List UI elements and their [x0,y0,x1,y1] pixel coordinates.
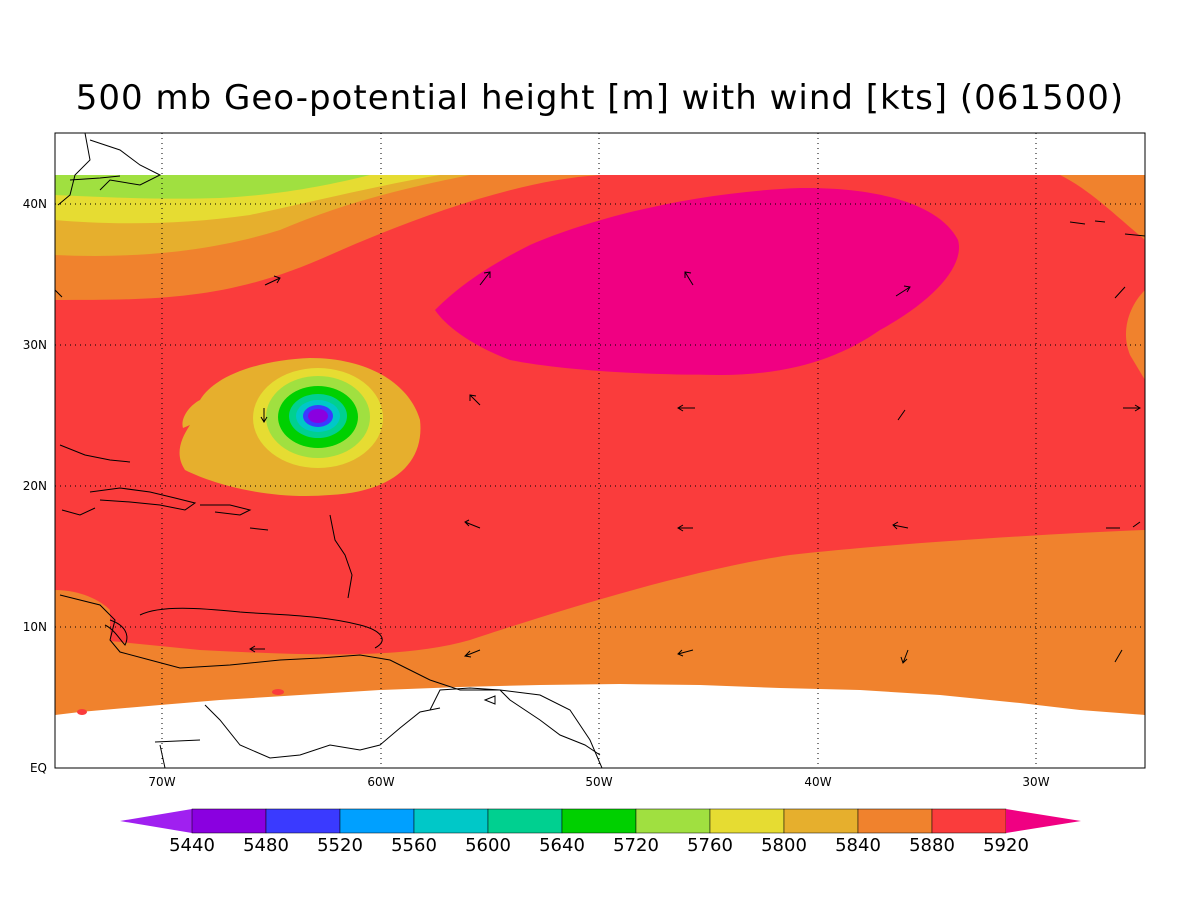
colorbar-label: 5920 [983,835,1029,856]
lon-tick-label: 50W [585,775,612,789]
band-5760-north [55,175,370,199]
colorbar: 5440 5480 5520 5560 5600 5640 5720 5760 5800 5840… [120,808,1081,856]
colorbar-swatch [265,808,341,834]
colorbar-label: 5560 [391,835,437,856]
lat-tick-label: 30N [23,338,47,352]
lon-tick-label: 40W [804,775,831,789]
colorbar-swatch [339,808,415,834]
colorbar-label: 5880 [909,835,955,856]
colorbar-upper-arrow [1006,809,1081,833]
coastlines [57,133,1145,768]
colorbar-swatch [413,808,489,834]
nodata-north [55,133,1145,175]
lat-tick-label: 20N [23,479,47,493]
colorbar-lower-arrow [120,809,192,833]
map-plot-area [55,133,1145,768]
colorbar-label: 5840 [835,835,881,856]
band-5880-sw [55,590,110,650]
lon-tick-label: 30W [1022,775,1049,789]
ring-5480 [308,409,328,423]
colorbar-swatch [191,808,267,834]
lat-tick-label: 40N [23,197,47,211]
band-5880-e [1125,290,1145,380]
colorbar-label: 5800 [761,835,807,856]
wind-vectors [55,271,1141,664]
colorbar-swatch [783,808,859,834]
colorbar-label: 5480 [243,835,289,856]
nodata-south [55,684,1145,768]
colorbar-label: 5760 [687,835,733,856]
lon-tick-label: 60W [367,775,394,789]
colorbar-label: 5440 [169,835,215,856]
plot-frame [54,132,1146,769]
colorbar-swatch [635,808,711,834]
colorbar-label: 5600 [465,835,511,856]
lat-lon-grid [55,133,1145,768]
lat-tick-labels: EQ 10N 20N 30N 40N [23,197,47,775]
band-5960-high [435,187,960,375]
colorbar-swatch [487,808,563,834]
lon-tick-labels: 70W 60W 50W 40W 30W [148,775,1049,789]
lon-tick-label: 70W [148,775,175,789]
colorbar-swatch [561,808,637,834]
colorbar-label: 5520 [317,835,363,856]
colorbar-swatch [857,808,933,834]
colorbar-swatch [709,808,785,834]
band-5880-ne [1060,175,1145,240]
colorbar-label: 5640 [539,835,585,856]
colorbar-swatch [931,808,1007,834]
colorbar-label: 5720 [613,835,659,856]
lat-tick-label: EQ [30,761,47,775]
chart-title: 500 mb Geo-potential height [m] with win… [75,78,1125,118]
lat-tick-label: 10N [23,620,47,634]
